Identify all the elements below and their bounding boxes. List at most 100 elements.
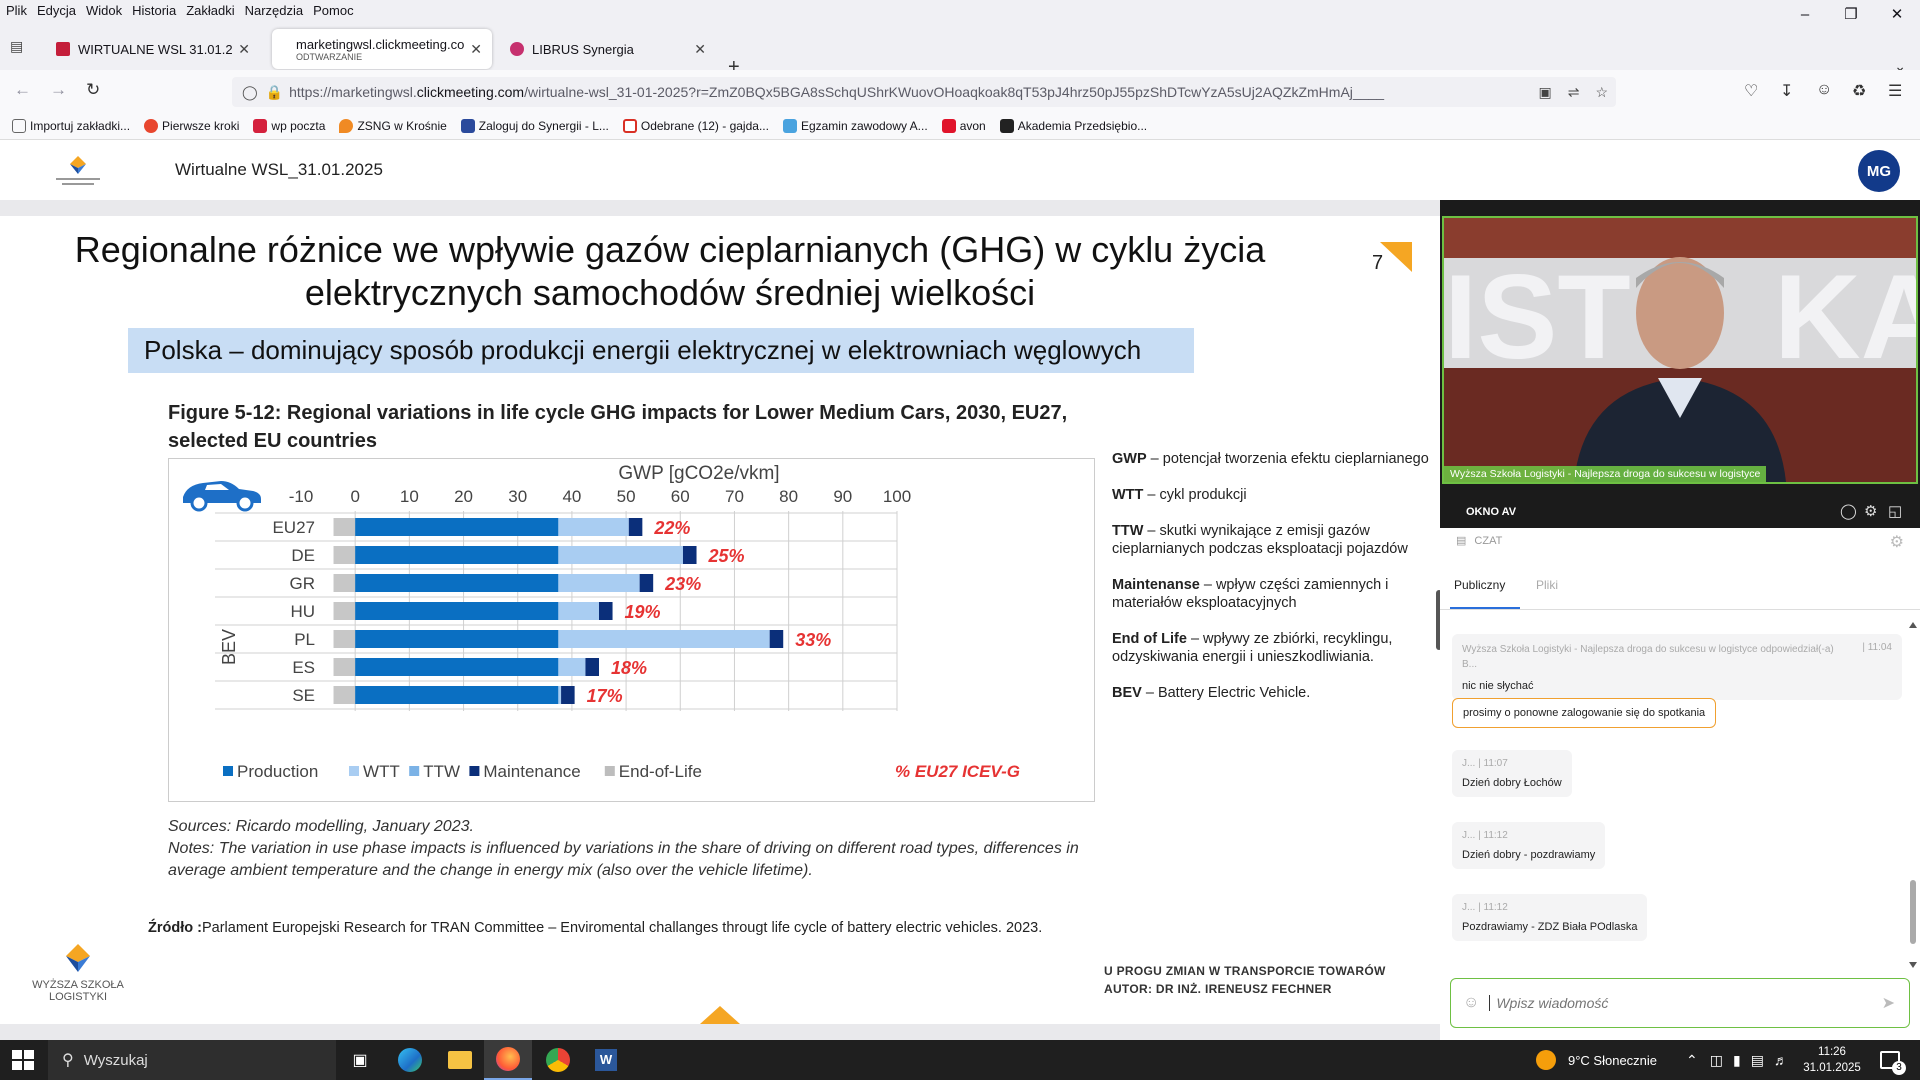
y-axis-label: BEV — [219, 629, 239, 665]
bookmark-avon[interactable]: avon — [941, 118, 986, 133]
page-header: Wirtualne WSL_31.01.2025 MG — [0, 140, 1920, 200]
menu-edycja[interactable]: Edycja — [36, 2, 76, 18]
send-icon[interactable]: ➤ — [1881, 995, 1895, 1012]
windows-start-icon[interactable] — [12, 1050, 34, 1070]
battery-icon[interactable]: ▮ — [1732, 1051, 1741, 1068]
task-view-icon[interactable]: ▣ — [352, 1052, 368, 1069]
chevron-up-icon[interactable]: ⌃ — [1686, 1051, 1698, 1068]
menu-zakladki[interactable]: Zakładki — [186, 2, 235, 18]
minimize-icon[interactable]: – — [1800, 5, 1810, 23]
bookmark-egzamin[interactable]: Egzamin zawodowy A... — [782, 118, 928, 133]
bookmark-akademia[interactable]: Akademia Przedsiębio... — [999, 118, 1147, 133]
fullscreen-icon[interactable]: ◱ — [1888, 503, 1903, 520]
close-tab-icon[interactable]: ✕ — [470, 40, 482, 57]
word-icon[interactable]: W — [582, 1040, 630, 1080]
bar-segment-maintenance — [769, 630, 784, 648]
window-controls: – ❐ ✕ — [1782, 0, 1920, 28]
gear-icon[interactable]: ⚙ — [1864, 503, 1878, 520]
bookmark-gmail[interactable]: Odebrane (12) - gajda... — [622, 118, 769, 133]
taskbar-search[interactable]: ⚲ Wyszukaj — [48, 1040, 336, 1080]
emoji-icon[interactable]: ☺ — [1463, 994, 1480, 1011]
extensions-icon[interactable]: ♻ — [1852, 83, 1867, 100]
figure-notes: Sources: Ricardo modelling, January 2023… — [168, 816, 1108, 882]
network-icon[interactable]: ▤ — [1750, 1051, 1764, 1068]
tab-librus[interactable]: LIBRUS Synergia ✕ — [500, 29, 716, 69]
reload-icon[interactable]: ↻ — [86, 80, 101, 99]
chrome-icon[interactable] — [534, 1040, 582, 1080]
close-tab-icon[interactable]: ✕ — [694, 40, 706, 57]
percent-label: 25% — [708, 546, 745, 566]
avon-icon — [941, 118, 956, 133]
clock[interactable]: 11:26 31.01.2025 — [1800, 1044, 1864, 1076]
definition-item: End of Life – wpływy ze zbiórki, recykli… — [1112, 631, 1393, 665]
message-time: | 11:04 — [1862, 642, 1892, 653]
message-text: prosimy o ponowne zalogowanie się do spo… — [1463, 707, 1706, 719]
tab-clickmeeting[interactable]: marketingwsl.clickmeeting.com ODTWARZANI… — [272, 29, 492, 69]
menu-widok[interactable]: Widok — [85, 2, 123, 18]
bookmarks-bar: Importuj zakładki... Pierwsze kroki wp p… — [0, 112, 1920, 140]
legend-label: TTW — [423, 762, 460, 781]
chat-header: ▤ CZAT — [1456, 534, 1502, 548]
menu-hamburger-icon[interactable]: ☰ — [1888, 83, 1903, 100]
tab-playing-label: ODTWARZANIE — [296, 51, 363, 62]
bookmark-import[interactable]: Importuj zakładki... — [12, 118, 130, 133]
download-icon[interactable]: ↧ — [1780, 83, 1794, 100]
search-icon: ⚲ — [62, 1052, 74, 1069]
presenter-video[interactable]: IST KA Wyższa Szkoła Logistyki - Najleps… — [1442, 216, 1918, 484]
lock-icon[interactable]: 🔒 — [265, 83, 284, 100]
bookmark-zsng[interactable]: ZSNG w Krośnie — [339, 118, 447, 133]
back-arrow-icon[interactable]: ← — [14, 80, 31, 99]
slide-corner-accent — [1380, 242, 1412, 272]
close-tab-icon[interactable]: ✕ — [238, 40, 250, 57]
chevron-down-icon[interactable]: ⌄ — [1894, 58, 1906, 74]
panel-resize-handle[interactable] — [1436, 590, 1442, 650]
account-icon[interactable]: ☺ — [1816, 81, 1833, 98]
notification-count: 3 — [1892, 1061, 1906, 1075]
translate-icon[interactable]: ⇌ — [1567, 83, 1580, 100]
message-text: Dzień dobry - pozdrawiamy — [1462, 849, 1596, 861]
menu-pomoc[interactable]: Pomoc — [313, 2, 354, 18]
bookmark-wp-poczta[interactable]: wp poczta — [253, 118, 325, 133]
category-label: SE — [292, 686, 315, 705]
url-text[interactable]: https://marketingwsl.clickmeeting.com/wi… — [289, 84, 1385, 100]
gmail-icon — [622, 118, 637, 133]
chat-message-input[interactable] — [1489, 995, 1882, 1011]
bar-segment-wtt — [558, 630, 770, 648]
category-label: PL — [294, 630, 315, 649]
wp-icon — [253, 118, 268, 133]
tab-list-icon[interactable]: ▤ — [10, 38, 24, 54]
chat-scrollbar[interactable] — [1908, 620, 1918, 970]
tab-public[interactable]: Publiczny — [1454, 578, 1506, 592]
restore-icon[interactable]: ❐ — [1844, 6, 1858, 23]
url-bar[interactable]: ◯ 🔒 https://marketingwsl.clickmeeting.co… — [232, 77, 1616, 107]
file-explorer-icon[interactable] — [436, 1040, 484, 1080]
x-tick-label: 90 — [833, 487, 852, 506]
meet-icon[interactable]: ◫ — [1709, 1051, 1723, 1068]
chat-panel: ▤ CZAT ⚙ Publiczny Pliki Wyższa Szkoła L… — [1440, 528, 1920, 1040]
pocket-icon[interactable]: ♡ — [1744, 83, 1759, 100]
notifications-icon[interactable]: 3 — [1880, 1040, 1906, 1080]
menu-historia[interactable]: Historia — [132, 2, 177, 18]
menu-plik[interactable]: Plik — [6, 2, 27, 18]
tab-wirtualne-wsl[interactable]: WIRTUALNE WSL 31.01.2025 - W ✕ — [46, 29, 260, 69]
tab-files[interactable]: Pliki — [1536, 578, 1559, 592]
chat-message: J... | 11:07 Dzień dobry Łochów — [1452, 750, 1572, 797]
bookmark-synergia[interactable]: Zaloguj do Synergii - L... — [460, 118, 609, 133]
new-tab-icon[interactable]: + — [728, 56, 740, 78]
chat-gear-icon[interactable]: ⚙ — [1889, 534, 1904, 551]
shield-icon[interactable]: ◯ — [242, 83, 258, 100]
speech-bubble-icon[interactable]: ◯ — [1840, 503, 1857, 520]
volume-icon[interactable]: ♬ — [1773, 1052, 1788, 1068]
bookmark-first-steps[interactable]: Pierwsze kroki — [144, 118, 239, 133]
picture-in-picture-icon[interactable]: ▣ — [1538, 83, 1552, 100]
menu-narzedzia[interactable]: Narzędzia — [244, 2, 304, 18]
forward-arrow-icon[interactable]: → — [50, 80, 67, 99]
weather-widget[interactable]: 9°C Słonecznie — [1536, 1040, 1657, 1080]
close-window-icon[interactable]: ✕ — [1890, 6, 1904, 23]
firefox-taskbar-icon[interactable] — [484, 1040, 532, 1080]
bar-segment-wtt — [558, 602, 599, 620]
avatar[interactable]: MG — [1858, 150, 1900, 192]
edge-icon[interactable] — [386, 1040, 434, 1080]
star-icon[interactable]: ☆ — [1595, 83, 1608, 100]
svg-text:KA: KA — [1774, 250, 1916, 384]
